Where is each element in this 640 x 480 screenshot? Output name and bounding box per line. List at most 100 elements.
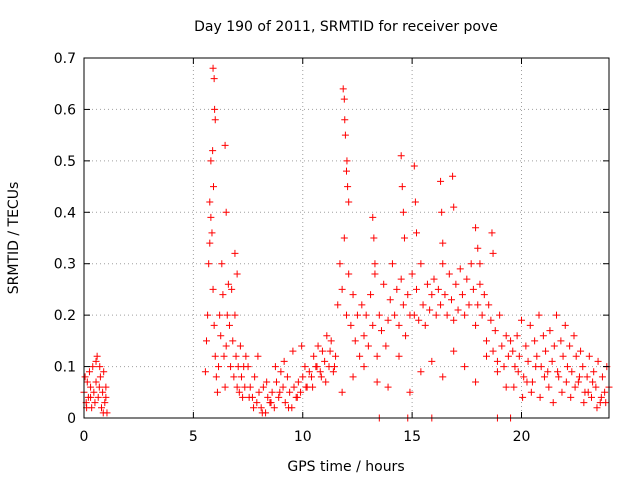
- data-point: [432, 311, 440, 319]
- data-point: [210, 183, 217, 191]
- data-point: [263, 378, 271, 386]
- data-point: [380, 280, 388, 288]
- data-point: [507, 337, 515, 345]
- data-point: [583, 373, 591, 381]
- data-point: [351, 337, 359, 345]
- data-point: [557, 337, 565, 345]
- y-tick-label: 0.1: [54, 360, 76, 376]
- data-point: [580, 399, 588, 407]
- data-point: [90, 388, 98, 396]
- data-point: [548, 357, 556, 365]
- data-point: [280, 357, 288, 365]
- data-point: [539, 332, 547, 340]
- data-point: [336, 260, 344, 268]
- data-point: [275, 393, 283, 401]
- data-point: [313, 363, 321, 371]
- data-point: [384, 316, 392, 324]
- data-point: [566, 342, 574, 350]
- data-point: [96, 363, 104, 371]
- data-point: [89, 363, 97, 371]
- data-point: [513, 332, 521, 340]
- data-point: [428, 291, 436, 299]
- data-point: [326, 347, 334, 355]
- data-point: [476, 280, 484, 288]
- data-point: [360, 332, 368, 340]
- data-point: [279, 383, 287, 391]
- data-point: [593, 404, 601, 412]
- data-point: [271, 363, 279, 371]
- data-point: [305, 368, 313, 376]
- data-point: [410, 311, 418, 319]
- x-tick-label: 15: [403, 429, 421, 445]
- data-point: [388, 260, 396, 268]
- data-point: [386, 296, 394, 304]
- data-point: [461, 311, 469, 319]
- data-point: [439, 373, 447, 381]
- data-point: [502, 383, 510, 391]
- data-point: [493, 368, 501, 376]
- data-point: [395, 321, 403, 329]
- data-point: [426, 306, 434, 314]
- data-point: [463, 275, 471, 283]
- data-point: [255, 388, 263, 396]
- data-point: [283, 373, 291, 381]
- data-point: [404, 291, 412, 299]
- data-point: [228, 285, 236, 293]
- data-point: [502, 332, 510, 340]
- data-point: [207, 157, 215, 165]
- data-point: [483, 352, 490, 360]
- data-point: [95, 383, 103, 391]
- data-point: [290, 383, 298, 391]
- data-point: [298, 342, 306, 350]
- data-point: [343, 157, 351, 165]
- data-point: [316, 368, 324, 376]
- data-point: [542, 347, 550, 355]
- data-point: [472, 321, 480, 329]
- data-point: [598, 373, 606, 381]
- y-tick-label: 0.6: [54, 102, 76, 118]
- data-point: [206, 239, 214, 247]
- data-point: [421, 321, 429, 329]
- data-point: [474, 301, 482, 309]
- data-point: [485, 301, 493, 309]
- data-point: [474, 244, 482, 252]
- data-point: [339, 85, 347, 93]
- y-axis-title: SRMTID / TECUs: [6, 182, 22, 295]
- data-point: [511, 363, 519, 371]
- data-point: [384, 383, 392, 391]
- data-point: [437, 301, 445, 309]
- data-point: [553, 311, 560, 319]
- data-point: [550, 342, 558, 350]
- data-point: [341, 116, 349, 124]
- axis-ticks: 0 0.1 0.2 0.3 0.4 0.5 0.6 0.7 0 5 10 15 20: [54, 51, 609, 445]
- data-point: [223, 311, 231, 319]
- data-point: [519, 393, 527, 401]
- y-tick-label: 0.7: [54, 51, 76, 67]
- data-point: [323, 332, 331, 340]
- data-point: [340, 234, 348, 242]
- data-point: [544, 368, 552, 376]
- data-point: [209, 285, 217, 293]
- data-point: [96, 373, 104, 381]
- data-point: [601, 388, 609, 396]
- data-point: [236, 342, 244, 350]
- data-point: [554, 368, 562, 376]
- data-point: [371, 260, 379, 268]
- data-point: [338, 285, 346, 293]
- data-point: [498, 342, 506, 350]
- data-point: [568, 368, 576, 376]
- data-point: [441, 291, 449, 299]
- data-point: [207, 213, 215, 221]
- data-point: [410, 162, 418, 170]
- data-point: [344, 183, 352, 191]
- data-point: [402, 332, 410, 340]
- data-point: [574, 378, 582, 386]
- data-point: [215, 363, 223, 371]
- data-point: [571, 383, 579, 391]
- data-point: [439, 239, 447, 247]
- data-point: [590, 368, 598, 376]
- data-point: [584, 388, 592, 396]
- data-point: [419, 301, 427, 309]
- data-point: [504, 352, 512, 360]
- data-point: [332, 352, 340, 360]
